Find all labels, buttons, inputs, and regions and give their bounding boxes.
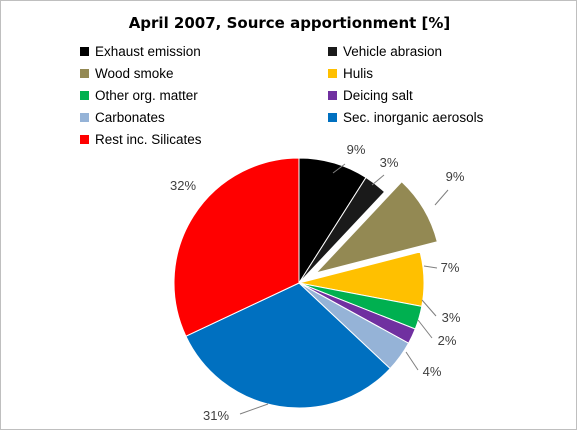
leader-line	[421, 299, 437, 317]
legend-label: Rest inc. Silicates	[95, 131, 202, 147]
legend: Exhaust emission Vehicle abrasion Wood smo…	[80, 42, 550, 148]
legend-item: Hulis	[328, 64, 550, 82]
data-label: 32%	[170, 178, 196, 193]
legend-swatch	[328, 90, 337, 100]
legend-item: Rest inc. Silicates	[80, 130, 328, 148]
pie-slice	[185, 282, 391, 409]
legend-swatch	[80, 112, 89, 122]
legend-item: Vehicle abrasion	[328, 42, 550, 60]
legend-label: Hulis	[343, 65, 374, 81]
leader-line	[434, 189, 449, 206]
legend-label: Carbonates	[95, 109, 165, 125]
leader-line	[405, 351, 419, 371]
legend-swatch	[328, 46, 337, 56]
legend-item: Wood smoke	[80, 64, 328, 82]
data-label: 4%	[423, 364, 442, 379]
data-label: 31%	[203, 408, 229, 423]
legend-item: Sec. inorganic aerosols	[328, 108, 550, 126]
legend-label: Wood smoke	[95, 65, 174, 81]
leader-line	[239, 403, 269, 415]
data-label: 7%	[441, 260, 460, 275]
legend-label: Sec. inorganic aerosols	[343, 109, 484, 125]
legend-label: Other org. matter	[95, 87, 198, 103]
legend-item: Deicing salt	[328, 86, 550, 104]
data-label: 2%	[438, 333, 457, 348]
leader-line	[423, 265, 438, 269]
legend-item: Other org. matter	[80, 86, 328, 104]
pie-slice	[173, 157, 300, 337]
data-label: 3%	[380, 155, 399, 170]
pie-slice	[314, 180, 438, 274]
legend-item: Exhaust emission	[80, 42, 328, 60]
legend-label: Deicing salt	[343, 87, 413, 103]
leader-line	[417, 319, 433, 339]
legend-label: Exhaust emission	[95, 43, 201, 59]
data-label: 3%	[442, 310, 461, 325]
legend-swatch	[80, 90, 89, 100]
pie-slice	[298, 176, 386, 284]
leader-line	[371, 174, 385, 186]
chart-title: April 2007, Source apportionment [%]	[128, 14, 451, 32]
data-label: 9%	[446, 169, 465, 184]
legend-swatch	[80, 46, 89, 56]
legend-swatch	[328, 68, 337, 78]
legend-swatch	[328, 112, 337, 122]
leader-line	[332, 163, 346, 174]
legend-swatch	[80, 68, 89, 78]
legend-item: Carbonates	[80, 108, 328, 126]
legend-swatch	[80, 134, 89, 144]
legend-label: Vehicle abrasion	[343, 43, 443, 59]
data-label: 9%	[347, 142, 366, 157]
